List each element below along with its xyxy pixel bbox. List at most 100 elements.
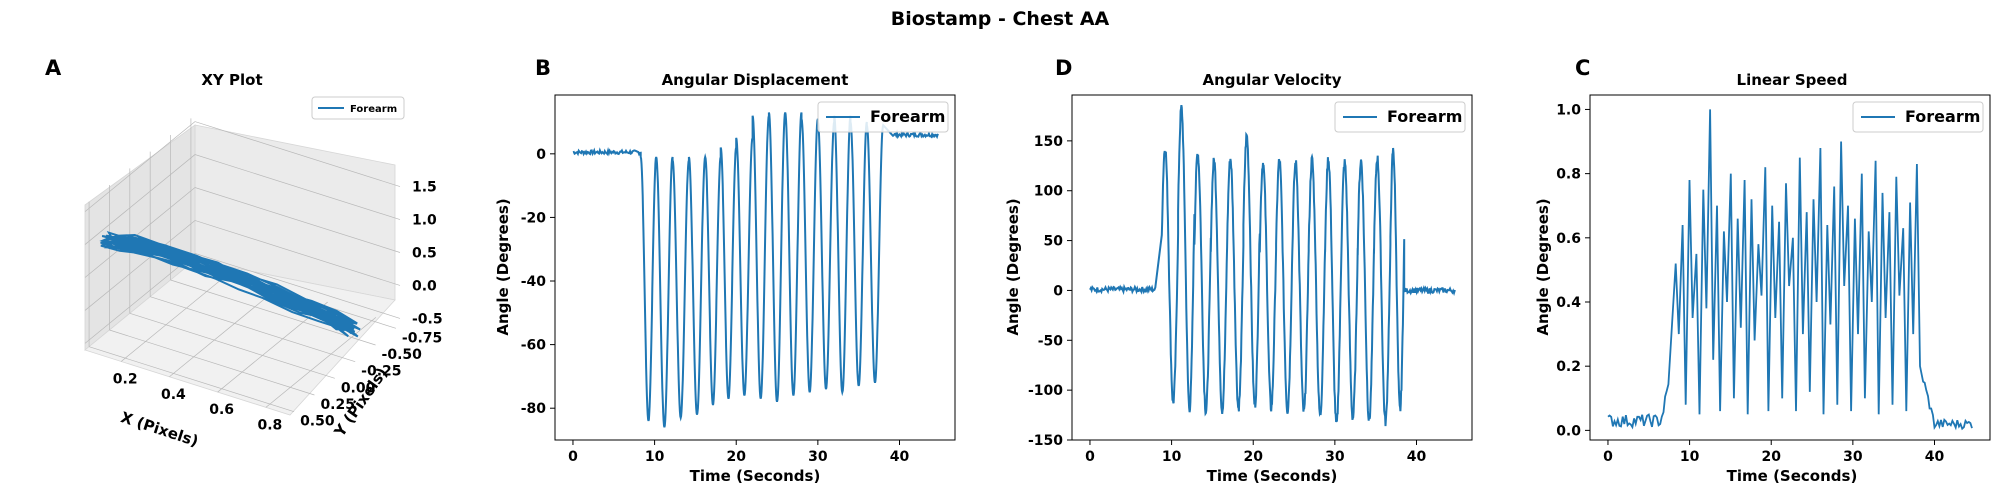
linear-speed-title: Linear Speed <box>1737 71 1848 89</box>
xy-x-tick-label: 0.6 <box>209 402 234 418</box>
angular-displacement-legend-label: Forearm <box>870 107 945 126</box>
linspeed-y-tick-label: 0.8 <box>1556 167 1581 183</box>
angvel-x-tick-label: 20 <box>1243 449 1263 465</box>
figure-title: Biostamp - Chest AA <box>891 8 1110 30</box>
xy-grid-line <box>88 346 295 413</box>
xy-grid-line <box>169 286 280 378</box>
linspeed-y-tick-label: 0.4 <box>1556 295 1581 311</box>
xy-y-tick-label: 0.50 <box>300 414 335 430</box>
xy-z-tick-label: 1.0 <box>412 213 437 229</box>
angular-velocity-x-axis-label: Time (Seconds) <box>1207 467 1338 485</box>
angdisp-y-tick-label: -80 <box>521 401 547 417</box>
linear-speed-x-axis-label: Time (Seconds) <box>1727 467 1858 485</box>
linspeed-y-tick-label: 0.2 <box>1556 359 1581 375</box>
linear-speed-x-ticks: 0 10 20 30 40 <box>1603 440 1944 465</box>
panel-letter-a: A <box>45 56 62 80</box>
angular-displacement-x-axis-label: Time (Seconds) <box>690 467 821 485</box>
angdisp-x-tick-label: 40 <box>890 449 910 465</box>
angular-displacement-panel: B Angular Displacement 0 10 20 30 40 -80-60-… <box>494 56 956 485</box>
angular-velocity-legend-label: Forearm <box>1387 107 1462 126</box>
angvel-x-tick-label: 30 <box>1325 449 1345 465</box>
angvel-y-tick-label: 0 <box>1053 283 1063 299</box>
angvel-y-tick-label: -50 <box>1038 333 1064 349</box>
linear-speed-series-line <box>1607 109 1973 431</box>
angular-velocity-y-ticks: -150 -100 -50 0 50 100 150 <box>1028 134 1072 449</box>
xy-y-tick-label: -0.50 <box>382 347 423 363</box>
xy-grid-line <box>84 253 401 344</box>
xy-z-tick-labels: -0.5 0.0 0.5 1.0 1.5 <box>412 180 443 328</box>
xy-plot-title: XY Plot <box>201 71 262 89</box>
angvel-x-tick-label: 10 <box>1162 449 1182 465</box>
linear-speed-frame <box>1589 94 1991 441</box>
angular-displacement-title: Angular Displacement <box>662 71 849 89</box>
angdisp-y-tick-label: -20 <box>521 210 547 226</box>
xy-grid-line <box>265 317 377 408</box>
angular-displacement-y-ticks: -80 -60 -40 -20 0 <box>521 147 555 417</box>
angvel-y-tick-label: 100 <box>1034 184 1063 200</box>
angular-displacement-legend-box <box>817 101 949 133</box>
linspeed-x-tick-label: 40 <box>1925 449 1945 465</box>
xy-grid-line <box>84 220 401 311</box>
xy-legend-label: Forearm <box>350 104 397 115</box>
angvel-x-tick-label: 0 <box>1085 449 1095 465</box>
xy-y-tick-label: 0.00 <box>341 380 376 396</box>
angdisp-x-tick-label: 30 <box>808 449 828 465</box>
angular-velocity-x-ticks: 0 10 20 30 40 <box>1085 440 1426 465</box>
angular-displacement-legend: Forearm <box>817 101 949 133</box>
xy-grid-line <box>84 121 401 212</box>
xy-x-tick-labels: 0.2 0.4 0.6 0.8 <box>113 371 283 433</box>
xy-floor-pane <box>84 259 396 416</box>
xy-z-tick-label: 0.0 <box>412 278 437 294</box>
xy-grid-line <box>170 279 376 346</box>
xy-y-tick-label: -0.25 <box>361 364 401 380</box>
linear-speed-y-axis-label: Angle (Degrees) <box>1534 198 1552 335</box>
linspeed-x-tick-label: 0 <box>1603 449 1613 465</box>
panel-letter-d: D <box>1055 56 1072 80</box>
panel-letter-b: B <box>535 56 551 80</box>
xy-y-tick-label: 0.25 <box>320 397 355 413</box>
xy-grid-line <box>129 312 335 379</box>
angular-velocity-title: Angular Velocity <box>1203 71 1342 89</box>
xy-plot-panel: A XY Plot 0.20.40.60.8 -0.75-0.50-0.250.… <box>45 56 443 450</box>
linear-speed-y-ticks: 0.0 0.2 0.4 0.6 0.8 1.0 <box>1556 102 1590 439</box>
angular-velocity-panel: D Angular Velocity 0 10 20 30 40 -150 -100 -50… <box>1004 56 1473 485</box>
linear-speed-legend-box <box>1852 101 1984 133</box>
xy-grid-line <box>84 154 401 245</box>
linspeed-x-tick-label: 20 <box>1761 449 1781 465</box>
xy-x-tick-label: 0.8 <box>257 417 282 433</box>
angular-displacement-series-line <box>572 112 939 428</box>
linspeed-y-tick-label: 0.6 <box>1556 231 1581 247</box>
xy-grid-line <box>150 296 356 363</box>
xy-legend: Forearm <box>311 96 405 120</box>
angular-velocity-legend: Forearm <box>1334 101 1466 133</box>
angvel-x-tick-label: 40 <box>1407 449 1427 465</box>
linear-speed-panel: C Linear Speed 0 10 20 30 40 0.0 0.2 0.4 0.6 0.8… <box>1534 56 1991 485</box>
angdisp-y-tick-label: 0 <box>536 147 546 163</box>
xy-grid-line <box>120 271 232 362</box>
linspeed-x-tick-label: 10 <box>1680 449 1700 465</box>
xy-x-tick-label: 0.4 <box>161 387 186 403</box>
angdisp-x-tick-label: 10 <box>645 449 665 465</box>
xy-y-tick-labels: -0.75-0.50-0.250.000.250.50 <box>300 330 442 429</box>
angular-displacement-x-ticks: 0 10 20 30 40 <box>568 440 909 465</box>
angvel-y-tick-label: -150 <box>1028 433 1063 449</box>
xy-z-tick-label: -0.5 <box>412 311 443 327</box>
angular-velocity-series-line <box>1089 104 1456 427</box>
linear-speed-legend: Forearm <box>1852 101 1984 133</box>
linspeed-y-tick-label: 0.0 <box>1556 423 1581 439</box>
angular-velocity-frame <box>1071 94 1473 441</box>
angular-velocity-y-axis-label: Angle (Degrees) <box>1004 198 1022 335</box>
angular-displacement-y-axis-label: Angle (Degrees) <box>494 198 512 335</box>
linspeed-x-tick-label: 30 <box>1843 449 1863 465</box>
xy-x-tick-label: 0.2 <box>113 371 138 387</box>
xy-z-tick-label: 0.5 <box>412 246 437 262</box>
xy-x-axis-label: X (Pixels) <box>118 408 200 450</box>
xy-series-line <box>99 230 361 338</box>
linear-speed-legend-label: Forearm <box>1905 107 1980 126</box>
angvel-y-tick-label: 150 <box>1034 134 1063 150</box>
angular-velocity-legend-box <box>1334 101 1466 133</box>
xy-legend-box <box>311 96 405 120</box>
angvel-y-tick-label: -100 <box>1028 383 1063 399</box>
angular-displacement-frame <box>554 94 956 441</box>
